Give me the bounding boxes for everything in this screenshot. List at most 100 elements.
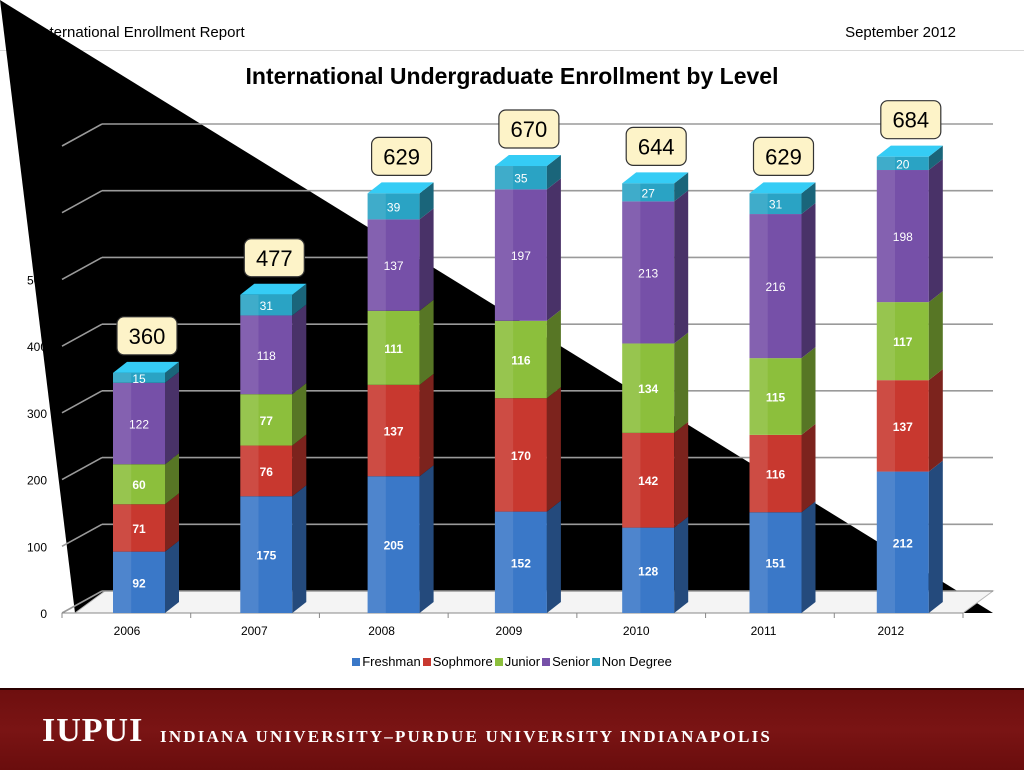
bar-side [546,178,561,321]
bar-segment [876,170,929,303]
bar-value-label: 137 [893,420,913,434]
bar-value-label: 170 [511,449,531,463]
legend-swatch [494,658,503,666]
bar-value-label: 213 [638,266,658,280]
gridline-diagonal [61,256,103,281]
bar-value-label: 117 [893,335,913,349]
bar-side [419,182,434,220]
bar-value-label: 152 [511,556,531,570]
bar-side [546,309,561,399]
bar-highlight [749,434,768,513]
bar-side [928,291,943,381]
iupui-logo: IUPUI [42,712,144,749]
bar-side [419,208,434,311]
y-tick-label: 700 [27,140,47,154]
bar-segment [240,294,293,316]
bar-highlight [749,214,768,359]
bar-highlight [113,551,132,613]
bar-value-label: 128 [638,564,658,578]
bar-side [801,182,816,215]
bar-highlight [240,496,259,613]
bar-segment [494,320,547,399]
total-callout [625,126,687,166]
bar-segment [113,372,165,383]
bar-side [292,304,307,395]
bar-side [674,172,689,202]
bar-segment [367,310,420,385]
bar-value-label: 205 [384,539,404,553]
total-label: 629 [765,144,802,169]
bar-highlight [367,310,386,385]
bar-segment [367,193,420,220]
bar-side [674,421,689,528]
bar-side [165,361,179,383]
bar-value-label: 198 [893,230,913,244]
bar-highlight [113,464,132,505]
bar-value-label: 27 [642,186,656,200]
bar-side [801,347,816,435]
bar-side [165,453,179,505]
bar-side [546,500,561,613]
bar-value-label: 71 [132,522,146,536]
legend-label: Sophmore [432,654,493,669]
total-callout [752,136,815,176]
total-label: 684 [892,108,929,133]
slide-header: International Enrollment Report Septembe… [0,0,1024,51]
bar-highlight [876,471,895,613]
legend-swatch [352,658,361,666]
bar-highlight [367,384,386,477]
bar-value-label: 137 [384,259,404,273]
total-callout [498,109,560,149]
gridline-diagonal [61,590,103,614]
x-tick-label: 2009 [496,624,523,638]
bar-side [674,516,689,613]
bar-highlight [367,219,386,311]
gridline-diagonal [61,123,103,147]
bar-side [165,371,179,465]
bar-highlight [749,193,768,215]
bar-side [165,540,179,613]
y-tick-label: 200 [27,474,47,488]
footer-banner: IUPUI INDIANA UNIVERSITY–PURDUE UNIVERSI… [0,688,1024,770]
bar-value-label: 15 [132,372,146,386]
bar-highlight [240,445,259,497]
bar-top [113,361,179,373]
bar-value-label: 111 [384,342,403,356]
gridline-diagonal [61,390,103,414]
bar-highlight [876,170,895,303]
university-name: INDIANA UNIVERSITY–PURDUE UNIVERSITY IND… [160,727,773,746]
bar-segment [494,398,547,512]
x-tick-label: 2006 [114,624,141,638]
bar-segment [749,434,802,513]
bar-side [928,369,943,472]
bar-value-label: 76 [260,465,274,479]
bar-side [292,434,307,497]
total-callout [371,136,433,176]
chart-legend: Freshman Sophmore Junior Senior Non Degree [0,654,1024,669]
bar-side [419,299,434,385]
bar-highlight [494,189,514,321]
bar-segment [367,384,420,477]
bar-side [419,465,434,613]
bar-highlight [113,382,132,465]
gridline-diagonal [61,456,103,481]
bar-side [546,155,561,190]
bar-side [928,159,943,303]
y-tick-label: 100 [27,540,47,554]
bar-side [674,190,689,344]
bar-segment [367,219,420,311]
bar-highlight [622,527,641,613]
legend-item: Sophmore [422,654,493,669]
bar-value-label: 92 [132,576,146,590]
bar-value-label: 151 [765,557,785,571]
bar-segment [240,496,293,613]
bar-side [674,332,689,433]
bar-segment [876,471,929,613]
legend-item: Junior [494,654,540,669]
bar-value-label: 175 [256,549,276,563]
total-label: 360 [129,324,166,349]
bar-top [749,182,816,194]
bar-value-label: 39 [387,200,401,214]
bar-side [928,145,943,171]
bar-highlight [622,183,641,202]
